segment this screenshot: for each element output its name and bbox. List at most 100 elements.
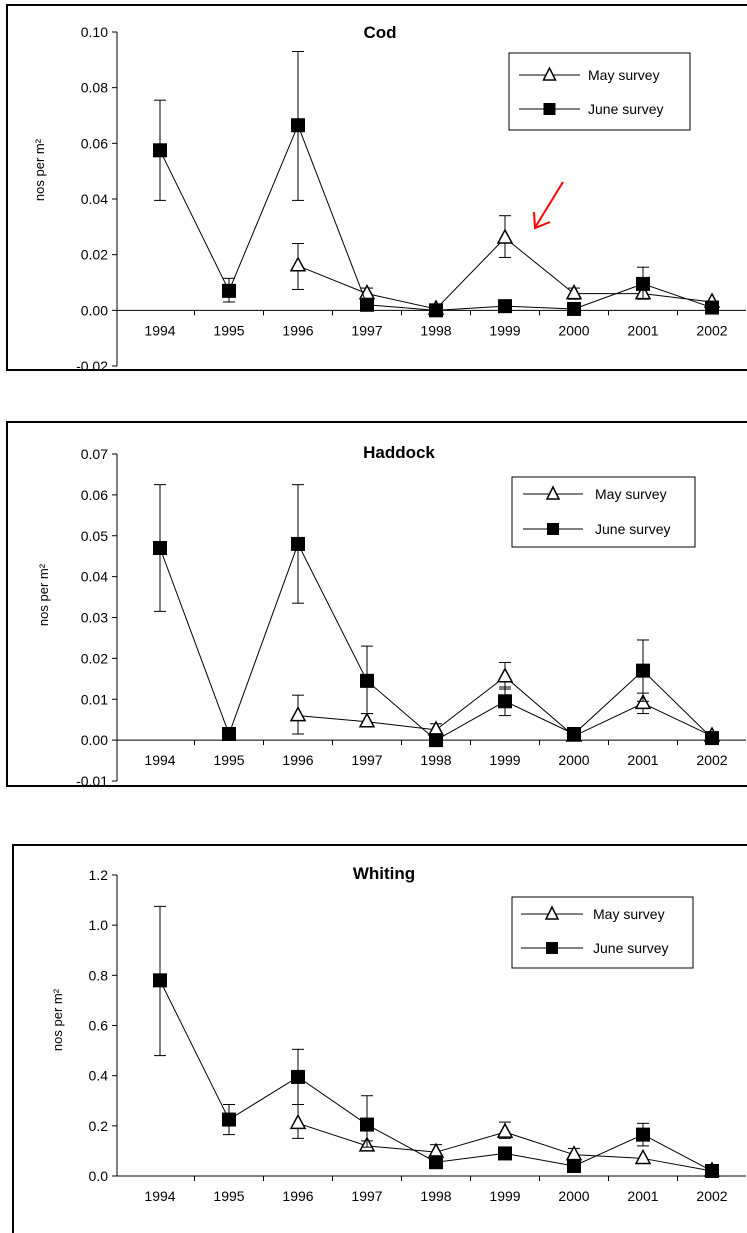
data-point-june [360,1117,374,1132]
data-point-june [567,726,581,741]
data-point-june [291,536,305,551]
series-line [159,542,713,741]
data-point-may [289,256,307,272]
x-tick-label: 1997 [351,322,382,338]
y-tick-label: 0.6 [89,1018,109,1034]
x-tick-label: 1994 [144,752,175,768]
data-point-june [498,1146,512,1161]
y-tick-label: 0.03 [81,610,108,626]
data-point-may [496,228,514,244]
data-point-june [567,301,581,316]
x-tick-label: 2001 [627,1188,658,1204]
data-point-june [360,297,374,312]
y-tick-label: 0.02 [81,650,108,666]
x-tick-label: 1999 [489,1188,520,1204]
data-point-june [360,673,374,688]
x-tick-label: 2001 [627,322,658,338]
arrow-shaft [535,181,564,227]
data-point-june [705,1163,719,1178]
legend-label: May survey [593,906,665,922]
data-point-may [496,667,514,683]
x-tick-label: 1995 [213,322,244,338]
chart-haddock: 0.07 0.06 0.05 0.04 0.03 0.02 0.01 0.00 -0.01 199… [36,443,746,789]
data-point-may [634,693,652,710]
data-point-june [705,731,719,746]
series-june [153,484,719,748]
y-tick-label: 0.06 [81,487,108,503]
legend-marker-square [546,942,558,954]
legend: May survey June survey [511,476,696,548]
x-tick-label: 1995 [213,752,244,768]
data-point-may [289,706,307,722]
x-tick-label: 1996 [282,322,313,338]
data-point-may [358,712,376,728]
data-point-june [705,300,719,315]
data-point-may [496,1122,514,1138]
annotation-arrow [533,181,564,230]
x-tick-label: 1996 [282,752,313,768]
x-tick-label: 1997 [351,1188,382,1204]
x-tick-label: 2001 [627,752,658,768]
legend-box [508,52,691,131]
y-axis-label: nos per m² [32,138,47,201]
y-tick-label: 0.01 [81,691,108,707]
legend-marker-square [543,103,556,115]
legend-box [511,896,694,969]
x-tick-label: 1995 [213,1188,244,1204]
y-tick-label: 0.00 [81,302,108,318]
data-point-june [498,299,512,314]
x-tick-label: 1998 [420,1188,451,1204]
y-tick-label: 0.10 [81,24,108,40]
legend-box [511,476,696,548]
y-tick-label: 1.2 [89,867,109,883]
chart-title: Haddock [363,443,435,462]
data-point-june [429,733,443,748]
x-tick-label: 1994 [144,322,175,338]
data-point-may [565,284,583,300]
x-tick-label: 2002 [696,752,727,768]
series-line [159,123,713,311]
series-june [153,905,719,1178]
series-may [289,1104,721,1177]
legend-label: June survey [588,101,663,117]
data-point-june [567,1158,581,1173]
x-tick-label: 1998 [420,322,451,338]
data-point-june [498,694,512,709]
data-point-june [153,541,167,556]
x-tick-label: 2002 [696,1188,727,1204]
y-tick-label: 0.4 [89,1068,109,1084]
y-tick-label: 0.04 [81,569,108,585]
y-tick-label: 0.8 [89,967,109,983]
y-axis-label: nos per m² [36,563,51,626]
y-tick-label: 1.0 [89,917,109,933]
chart-title: Cod [363,23,396,42]
x-tick-label: 1998 [420,752,451,768]
y-tick-label: 0.00 [81,732,108,748]
x-tick-label: 1996 [282,1188,313,1204]
legend: May survey June survey [508,52,691,131]
data-point-june [429,303,443,318]
data-point-june [153,973,167,988]
legend-label: June survey [593,940,668,956]
legend-label: June survey [595,521,670,537]
data-point-june [222,726,236,741]
legend: May survey June survey [511,896,694,969]
series-line [159,980,713,1172]
legend-label: May survey [595,486,667,502]
data-point-june [636,276,650,291]
data-point-may [289,1113,307,1130]
data-point-june [636,1127,650,1142]
data-point-june [429,1155,443,1170]
data-point-june [222,1112,236,1127]
chart-title: Whiting [353,864,415,883]
data-point-may [634,1148,652,1165]
series-june [153,50,719,318]
x-tick-label: 2000 [558,752,589,768]
y-tick-label: -0.02 [76,358,108,374]
y-tick-label: 0.04 [81,191,108,207]
x-tick-label: 2000 [558,1188,589,1204]
y-tick-label: 0.08 [81,80,108,96]
y-tick-label: 0.2 [89,1118,109,1134]
x-tick-label: 2002 [696,322,727,338]
y-axis-label: nos per m² [50,988,65,1051]
